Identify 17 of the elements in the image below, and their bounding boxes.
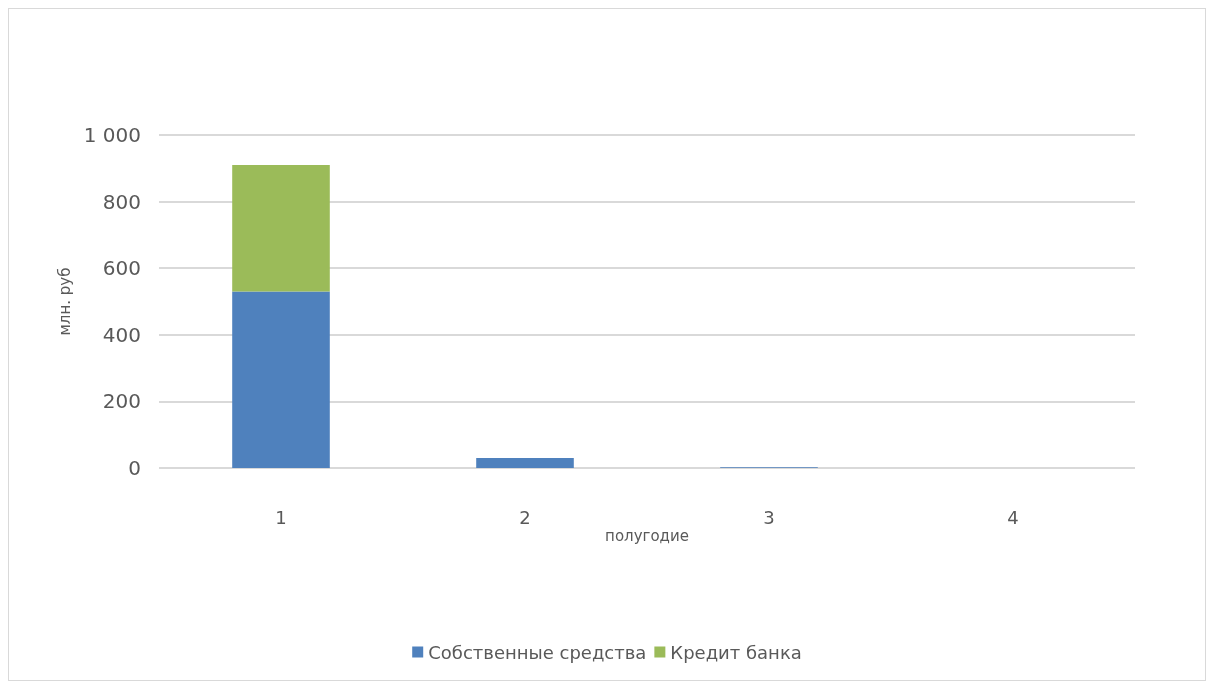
legend-label: Собственные средства bbox=[428, 641, 647, 663]
x-tick-label: 4 bbox=[1007, 506, 1019, 528]
x-axis-title: полугодие bbox=[605, 526, 689, 545]
x-tick-label: 3 bbox=[763, 506, 775, 528]
bar bbox=[232, 291, 330, 468]
y-tick-label: 200 bbox=[102, 389, 141, 414]
y-tick-label: 800 bbox=[102, 189, 141, 214]
y-tick-label: 400 bbox=[102, 322, 141, 347]
bar bbox=[232, 164, 330, 292]
bar bbox=[476, 458, 574, 468]
x-tick-label: 1 bbox=[275, 506, 287, 528]
x-tick-label: 2 bbox=[519, 506, 531, 528]
y-tick-label: 0 bbox=[128, 456, 141, 480]
legend-label: Кредит банка bbox=[670, 641, 802, 663]
y-tick-label: 600 bbox=[102, 256, 141, 281]
y-tick-label: 1 000 bbox=[83, 123, 141, 147]
y-axis-title: млн. руб bbox=[56, 267, 75, 336]
